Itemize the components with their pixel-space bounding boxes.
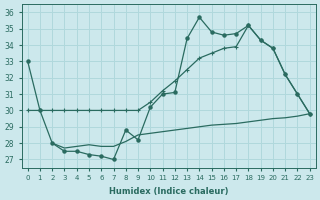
X-axis label: Humidex (Indice chaleur): Humidex (Indice chaleur) [109,187,228,196]
